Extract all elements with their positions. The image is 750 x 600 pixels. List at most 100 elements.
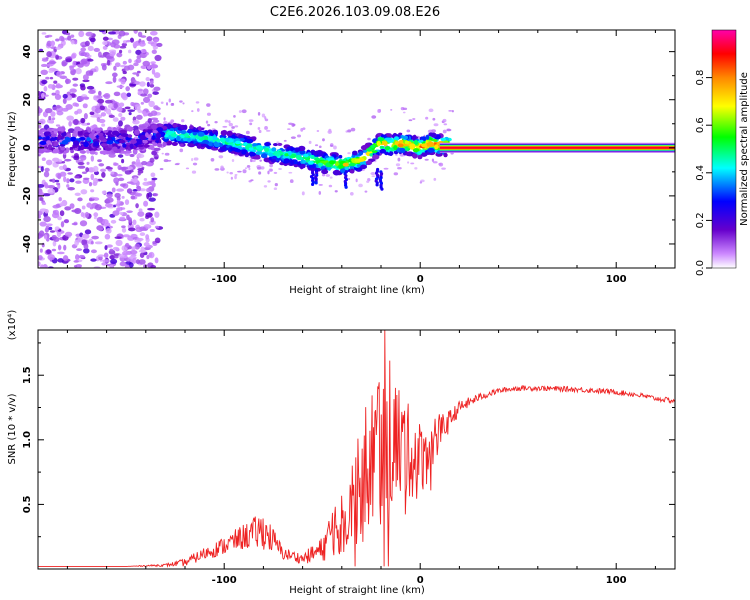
- heat-cell: [412, 148, 420, 153]
- heat-cell: [349, 170, 354, 174]
- heat-cell: [130, 246, 136, 251]
- heat-cell: [148, 197, 156, 202]
- heat-cell: [76, 61, 81, 65]
- heat-cell: [63, 244, 67, 251]
- heat-cell: [47, 188, 56, 194]
- heat-cell: [314, 157, 320, 161]
- heat-cell: [124, 264, 130, 268]
- heat-cell: [264, 118, 269, 122]
- heat-cell: [126, 188, 133, 194]
- heat-cell: [179, 143, 184, 147]
- heat-cell: [93, 47, 101, 52]
- heat-cell: [282, 155, 290, 159]
- heat-cell: [182, 137, 189, 142]
- heat-cell: [98, 118, 106, 124]
- heat-cell: [43, 171, 50, 178]
- heat-cell: [367, 177, 371, 182]
- heat-cell: [273, 187, 278, 191]
- heat-cell: [68, 120, 72, 127]
- heat-cell: [48, 60, 57, 65]
- heat-cell: [55, 38, 60, 42]
- heat-cell: [126, 210, 133, 213]
- heat-cell: [252, 155, 261, 160]
- heat-cell: [58, 197, 62, 202]
- heat-cell: [426, 141, 435, 147]
- snr-line-layer: [38, 330, 675, 568]
- heat-cell: [256, 166, 262, 170]
- heat-cell: [90, 115, 98, 118]
- heat-cell: [108, 153, 116, 158]
- heat-cell: [132, 178, 138, 183]
- heat-cell: [113, 177, 120, 184]
- heat-cell: [149, 79, 154, 85]
- heat-cell: [110, 41, 116, 48]
- heat-cell: [136, 185, 142, 192]
- heat-cell: [143, 178, 148, 181]
- heat-cell: [74, 110, 79, 115]
- heat-cell: [383, 135, 388, 139]
- heat-cell: [98, 90, 102, 97]
- heat-cell: [135, 49, 142, 55]
- heat-cell: [38, 91, 42, 97]
- heat-cell: [372, 154, 380, 160]
- heat-cell: [147, 93, 153, 98]
- heat-cell: [155, 137, 160, 141]
- heat-cell: [150, 172, 156, 178]
- heat-cell: [231, 126, 235, 129]
- heat-cell: [64, 158, 72, 162]
- heat-cell: [52, 204, 60, 209]
- heat-cell: [248, 147, 254, 151]
- steady-band: [439, 146, 675, 149]
- heat-cell: [38, 210, 43, 216]
- heat-cell: [124, 150, 132, 154]
- heat-cell: [294, 148, 301, 152]
- heat-cell: [44, 107, 53, 114]
- heat-cell: [191, 129, 200, 133]
- heat-cell: [41, 202, 47, 206]
- heat-cell: [119, 166, 127, 170]
- heat-cell: [69, 65, 74, 71]
- heat-cell: [184, 133, 189, 138]
- heat-cell: [136, 73, 140, 77]
- heat-cell: [245, 130, 250, 135]
- heat-cell: [168, 98, 171, 103]
- heat-cell: [150, 217, 155, 223]
- heat-cell: [40, 166, 44, 172]
- heat-cell: [44, 35, 50, 39]
- heat-cell: [284, 153, 289, 157]
- heat-cell: [107, 103, 115, 109]
- heat-cell: [404, 146, 409, 152]
- heat-cell: [56, 70, 62, 78]
- heat-cell: [142, 88, 149, 95]
- heat-cell: [377, 109, 381, 113]
- heat-cell: [57, 244, 62, 251]
- heat-cell: [72, 69, 77, 74]
- heat-cell: [116, 207, 121, 212]
- heat-cell: [412, 117, 416, 120]
- heat-cell: [53, 209, 59, 216]
- heat-cell: [366, 147, 373, 152]
- heat-cell: [60, 221, 65, 228]
- y-tick-label: -40: [22, 235, 33, 253]
- heat-cell: [214, 168, 220, 171]
- heat-cell: [61, 61, 67, 67]
- heat-cell: [226, 171, 229, 174]
- heat-cell: [49, 137, 58, 142]
- heat-cell: [283, 158, 290, 164]
- heat-cell: [82, 103, 88, 109]
- colorbar-label: Normalized spectral amplitude: [739, 72, 750, 226]
- heat-cell: [61, 140, 69, 145]
- heat-cell: [197, 131, 205, 137]
- heat-cell: [333, 169, 341, 175]
- heat-cell: [249, 158, 253, 163]
- heat-cell: [101, 262, 107, 266]
- heat-cell: [224, 119, 229, 123]
- heat-cell: [115, 203, 121, 207]
- heat-cell: [51, 178, 56, 183]
- heat-cell: [98, 135, 105, 141]
- heat-cell: [120, 207, 126, 210]
- x-tick-label: 100: [606, 575, 627, 586]
- heat-cell: [72, 60, 77, 68]
- heat-cell: [136, 153, 145, 159]
- heat-cell: [71, 209, 80, 213]
